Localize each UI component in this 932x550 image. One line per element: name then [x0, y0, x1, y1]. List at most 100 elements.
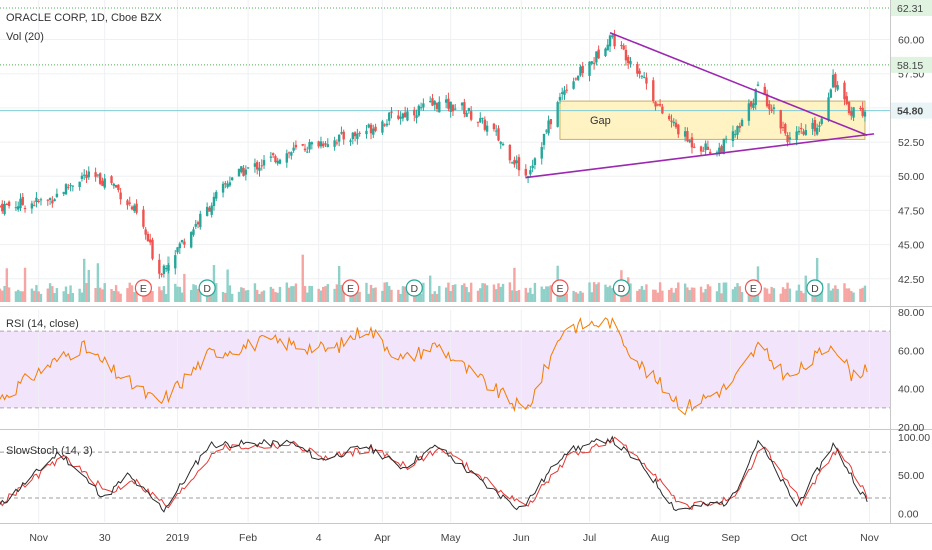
candle: [699, 146, 703, 152]
volume-bar: [469, 282, 473, 302]
volume-bar: [237, 291, 241, 302]
volume-bar: [319, 290, 323, 302]
volume-bar: [271, 288, 275, 302]
volume-bar: [419, 293, 423, 302]
candle: [638, 70, 641, 74]
volume-bar: [342, 287, 345, 302]
volume-bar: [126, 288, 129, 302]
volume-bar: [333, 288, 336, 302]
candle: [199, 213, 202, 228]
candle: [736, 126, 739, 135]
volume-bar: [199, 291, 202, 302]
volume-bar: [576, 293, 580, 302]
volume-bar: [683, 283, 687, 302]
stoch-pane[interactable]: SlowStoch (14, 3): [0, 431, 890, 522]
candle: [674, 122, 678, 128]
candle: [96, 174, 100, 176]
event-marker-label: D: [811, 283, 819, 295]
volume-bar: [117, 291, 120, 302]
volume-bar: [677, 282, 680, 302]
volume-bar: [590, 292, 594, 302]
volume-bar: [256, 289, 259, 302]
rsi-pane[interactable]: RSI (14, close): [0, 310, 890, 428]
volume-bar: [542, 289, 546, 302]
candle: [335, 142, 339, 144]
volume-bar: [221, 291, 225, 302]
candle: [399, 116, 402, 119]
volume-bar: [269, 286, 273, 302]
volume-bar: [98, 287, 102, 302]
candle: [326, 144, 329, 147]
candle: [606, 44, 609, 51]
volume-bar: [831, 288, 835, 302]
volume-bar: [353, 290, 357, 302]
candle: [811, 122, 814, 129]
candle: [190, 232, 193, 248]
candle: [688, 140, 691, 143]
last-price-label: 54.80: [897, 106, 923, 118]
volume-bar: [517, 290, 521, 302]
candle: [724, 138, 728, 140]
volume-bar: [499, 286, 502, 302]
volume-bar: [702, 292, 705, 302]
candle: [515, 160, 518, 164]
candle: [747, 103, 751, 121]
upper-trendline: [609, 31, 868, 136]
candle: [183, 241, 186, 245]
volume-bar: [740, 292, 744, 302]
volume-bar: [788, 288, 792, 302]
candle: [672, 121, 675, 124]
volume-bar: [110, 288, 113, 302]
volume-bar: [804, 275, 807, 302]
volume-bar: [258, 293, 261, 302]
volume-bar: [146, 292, 150, 302]
candle: [342, 131, 345, 140]
rsi-scale[interactable]: 20.00 40.00 60.00 80.00: [898, 307, 924, 434]
candle: [720, 146, 723, 153]
candle: [67, 186, 70, 188]
candle: [3, 203, 6, 215]
time-scale[interactable]: Nov 30 2019 Feb 4 Apr May Jun Jul Aug Sep Oct Nov: [29, 532, 879, 544]
volume-bar: [317, 288, 320, 302]
volume-bar: [7, 287, 11, 302]
candle: [278, 159, 282, 164]
volume-bar: [561, 291, 564, 302]
candle: [786, 134, 789, 143]
price-scale[interactable]: 42.5045.0047.5050.0052.5055.0057.5060.00…: [891, 0, 932, 286]
candle: [749, 101, 753, 107]
volume-bar: [417, 288, 421, 302]
candle: [37, 200, 40, 202]
event-marker-label: E: [750, 283, 757, 295]
candle: [479, 118, 482, 123]
candle: [192, 229, 195, 235]
volume-bar: [604, 284, 607, 302]
volume-bar: [228, 285, 232, 302]
volume-bar: [292, 286, 295, 302]
volume-bar: [690, 287, 694, 302]
candle: [98, 173, 102, 184]
stoch-k-line: [0, 435, 868, 513]
candle: [353, 132, 357, 137]
candle: [374, 126, 377, 131]
volume-bar: [829, 290, 833, 302]
volume-bar: [429, 275, 432, 302]
candle: [469, 111, 473, 120]
price-tick-label: 42.50: [898, 274, 924, 286]
volume-bar: [765, 288, 769, 302]
time-tick-label: Nov: [860, 532, 879, 544]
volume-bar: [654, 289, 657, 302]
volume-bar: [768, 293, 771, 302]
candle: [797, 130, 801, 133]
price-pane[interactable]: Gap E D E D E D E D ORACLE CORP, 1D, Cboe BZX V…: [0, 0, 890, 306]
volume-bar: [192, 284, 195, 302]
candle: [706, 146, 710, 150]
volume-bar: [242, 288, 245, 302]
price-tick-label: 45.00: [898, 240, 924, 252]
candle: [35, 197, 38, 203]
volume-bar: [78, 288, 81, 302]
volume-bar: [513, 267, 516, 302]
volume-bar: [636, 290, 639, 302]
stoch-scale[interactable]: 0.00 50.00 100.00: [898, 432, 930, 521]
